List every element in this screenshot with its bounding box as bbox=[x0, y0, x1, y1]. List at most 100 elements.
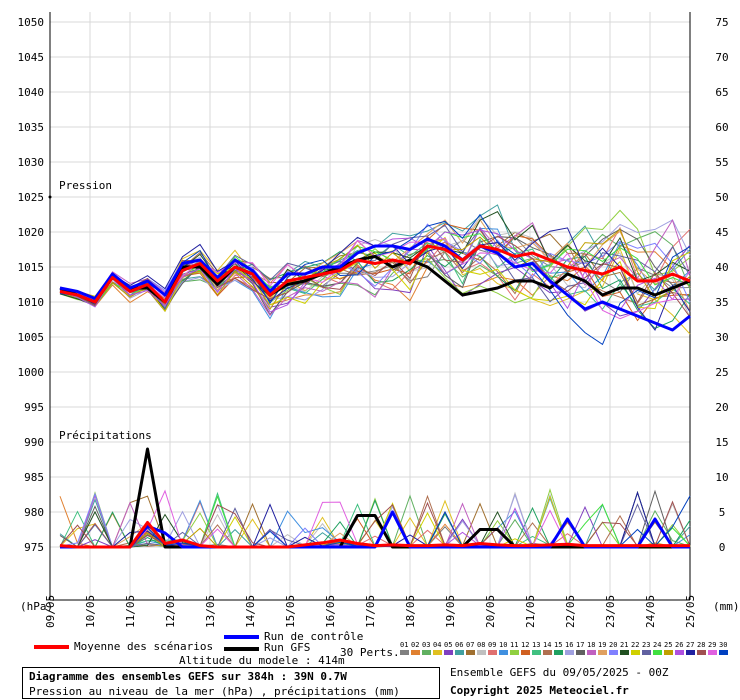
perturbation-swatch bbox=[642, 650, 651, 655]
perturbation-number: 13 bbox=[532, 641, 541, 649]
perturbation-swatch bbox=[499, 650, 508, 655]
perturbation-swatch bbox=[455, 650, 464, 655]
perturbation-swatch bbox=[620, 650, 629, 655]
left-tick-label: 1035 bbox=[18, 121, 45, 134]
diagram-title: Diagramme des ensembles GEFS sur 384h : … bbox=[29, 670, 347, 683]
x-tick-label: 09/05 bbox=[44, 595, 57, 628]
perturbation-number: 02 bbox=[411, 641, 420, 649]
x-tick-label: 25/05 bbox=[684, 595, 697, 628]
perturbation-swatch bbox=[598, 650, 607, 655]
perturbation-number: 28 bbox=[697, 641, 706, 649]
perturbation-swatch bbox=[532, 650, 541, 655]
x-tick-label: 17/05 bbox=[364, 595, 377, 628]
perturbation-swatch bbox=[587, 650, 596, 655]
legend-perts-label: 30 Perts. bbox=[340, 646, 400, 659]
altitude-label: Altitude du modele : 414m bbox=[179, 654, 345, 667]
right-tick-label: 30 bbox=[715, 331, 728, 344]
perturbation-swatch bbox=[422, 650, 431, 655]
copyright-label: Copyright 2025 Meteociel.fr bbox=[450, 684, 629, 697]
right-tick-label: 45 bbox=[715, 226, 728, 239]
perturbation-number: 03 bbox=[422, 641, 431, 649]
perturbation-number: 04 bbox=[433, 641, 442, 649]
right-tick-label: 20 bbox=[715, 401, 728, 414]
x-tick-label: 14/05 bbox=[244, 595, 257, 628]
right-tick-label: 50 bbox=[715, 191, 728, 204]
perturbation-swatch bbox=[609, 650, 618, 655]
x-tick-label: 23/05 bbox=[604, 595, 617, 628]
perturbation-number: 30 bbox=[719, 641, 728, 649]
perturbation-number: 06 bbox=[455, 641, 464, 649]
left-tick-label: 1005 bbox=[18, 331, 45, 344]
perturbation-swatch bbox=[543, 650, 552, 655]
ensemble-run-label: Ensemble GEFS du 09/05/2025 - 00Z bbox=[450, 666, 669, 679]
perturbation-number: 22 bbox=[631, 641, 640, 649]
left-tick-label: 1040 bbox=[18, 86, 45, 99]
perturbation-line bbox=[59, 223, 691, 304]
perturbation-number: 14 bbox=[543, 641, 552, 649]
perturbation-number: 17 bbox=[576, 641, 585, 649]
perturbation-swatch bbox=[686, 650, 695, 655]
right-tick-label: 35 bbox=[715, 296, 728, 309]
legend-mean-swatch bbox=[34, 645, 69, 649]
x-tick-label: 10/05 bbox=[84, 595, 97, 628]
diagram-subtitle: Pression au niveau de la mer (hPa) , pré… bbox=[29, 685, 400, 698]
perturbation-swatch bbox=[444, 650, 453, 655]
perturbation-number: 01 bbox=[400, 641, 409, 649]
perturbation-swatch bbox=[653, 650, 662, 655]
chart-grid bbox=[49, 12, 691, 600]
right-tick-label: 25 bbox=[715, 366, 728, 379]
perturbation-number: 27 bbox=[686, 641, 695, 649]
left-tick-label: 1020 bbox=[18, 226, 45, 239]
perturbation-number: 19 bbox=[598, 641, 607, 649]
perturbation-swatch bbox=[477, 650, 486, 655]
legend-gfs-swatch bbox=[224, 647, 259, 651]
perturbation-swatch bbox=[719, 650, 728, 655]
perturbation-swatch bbox=[466, 650, 475, 655]
x-tick-label: 12/05 bbox=[164, 595, 177, 628]
x-tick-label: 11/05 bbox=[124, 595, 137, 628]
left-tick-label: 1050 bbox=[18, 16, 45, 29]
perturbation-swatch bbox=[631, 650, 640, 655]
perturbation-number: 07 bbox=[466, 641, 475, 649]
perturbation-swatch bbox=[488, 650, 497, 655]
left-tick-label: 1010 bbox=[18, 296, 45, 309]
perturbation-number: 29 bbox=[708, 641, 717, 649]
x-tick-label: 21/05 bbox=[524, 595, 537, 628]
perturbation-swatch bbox=[576, 650, 585, 655]
legend-control-label: Run de contrôle bbox=[264, 630, 364, 643]
right-tick-label: 55 bbox=[715, 156, 728, 169]
perturbation-number: 24 bbox=[653, 641, 662, 649]
left-tick-label: 1030 bbox=[18, 156, 45, 169]
info-box: Diagramme des ensembles GEFS sur 384h : … bbox=[22, 667, 440, 699]
x-tick-label: 15/05 bbox=[284, 595, 297, 628]
x-tick-label: 22/05 bbox=[564, 595, 577, 628]
right-tick-label: 70 bbox=[715, 51, 728, 64]
x-tick-label: 16/05 bbox=[324, 595, 337, 628]
left-tick-label: 975 bbox=[24, 541, 44, 554]
x-tick-label: 19/05 bbox=[444, 595, 457, 628]
x-tick-label: 18/05 bbox=[404, 595, 417, 628]
perturbation-swatch bbox=[708, 650, 717, 655]
chart-axes: 975 0 980 5 985 10 990 15 995 20 1000 25 1005 30 1010 3… bbox=[18, 12, 729, 628]
perturbation-number: 10 bbox=[499, 641, 508, 649]
perturbation-line bbox=[59, 236, 691, 313]
right-tick-label: 60 bbox=[715, 121, 728, 134]
left-tick-label: 1015 bbox=[18, 261, 45, 274]
perturbation-swatch bbox=[554, 650, 563, 655]
left-tick-label: 1045 bbox=[18, 51, 45, 64]
perturbation-number: 21 bbox=[620, 641, 629, 649]
perturbation-swatch bbox=[400, 650, 409, 655]
perturbation-swatch bbox=[697, 650, 706, 655]
perturbation-number: 11 bbox=[510, 641, 519, 649]
right-tick-label: 10 bbox=[715, 471, 728, 484]
right-axis-label: (mm) bbox=[713, 600, 740, 613]
left-tick-label: 1025 bbox=[18, 191, 45, 204]
x-tick-label: 24/05 bbox=[644, 595, 657, 628]
perturbation-number: 26 bbox=[675, 641, 684, 649]
perturbation-swatch bbox=[675, 650, 684, 655]
right-tick-label: 40 bbox=[715, 261, 728, 274]
perturbation-swatch bbox=[411, 650, 420, 655]
right-tick-label: 65 bbox=[715, 86, 728, 99]
perturbation-number: 12 bbox=[521, 641, 530, 649]
